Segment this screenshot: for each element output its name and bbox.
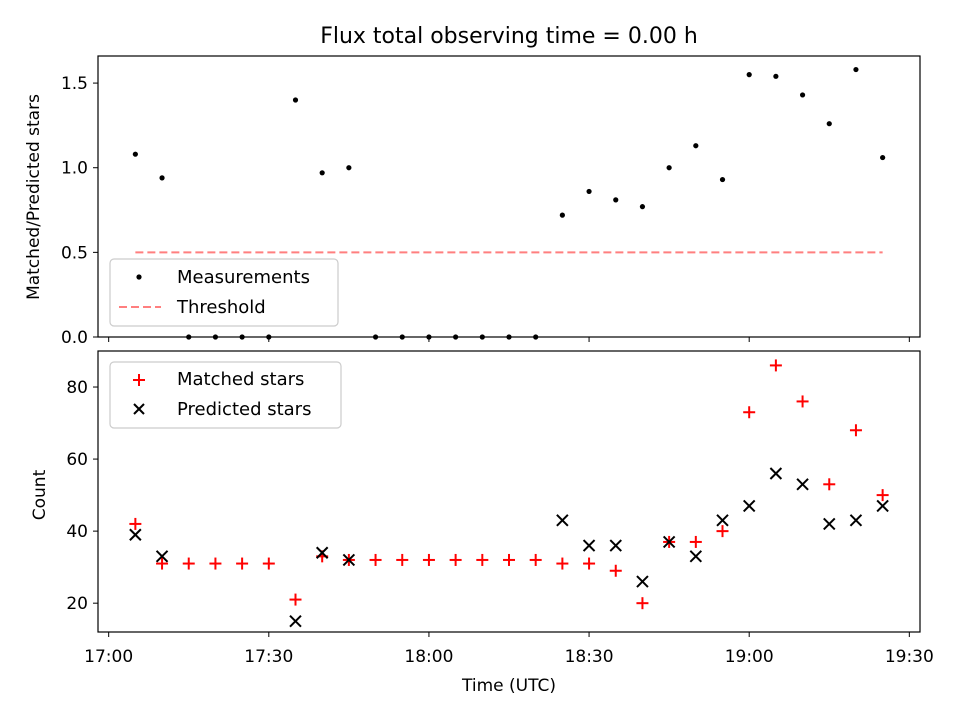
measurements-point xyxy=(346,165,352,171)
predicted-stars-point xyxy=(155,550,169,563)
matched-stars-point xyxy=(743,406,756,419)
x-axis-label: Time (UTC) xyxy=(461,676,556,696)
matched-stars-point xyxy=(449,553,462,566)
top-plot-area: 0.0 0.5 1.0 1.5 xyxy=(61,55,921,348)
predicted-stars-point xyxy=(662,535,676,549)
measurements-point xyxy=(773,73,779,79)
top-axes-frame xyxy=(97,55,921,338)
matched-stars-point xyxy=(796,395,809,408)
matched-stars-point xyxy=(422,553,435,566)
matched-stars-point xyxy=(156,557,169,570)
measurements-point xyxy=(639,204,646,210)
predicted-stars-point xyxy=(582,539,596,552)
matched-stars-point xyxy=(209,557,222,570)
predicted-stars-point xyxy=(289,614,302,628)
matched-stars-point xyxy=(369,553,382,566)
measurements-point xyxy=(853,66,859,73)
top-y-axis-label: Matched/Predicted stars xyxy=(24,94,44,300)
predicted-stars-point xyxy=(689,550,703,563)
top-panel-title: Flux total observing time = 0.00 h xyxy=(320,24,698,49)
legend-predicted-stars-marker xyxy=(133,403,145,415)
predicted-stars-point xyxy=(796,478,809,491)
matched-stars-point xyxy=(476,553,489,566)
matched-stars-point xyxy=(823,478,836,491)
measurements-point xyxy=(799,92,806,98)
bottom-y-tick-label: 60 xyxy=(66,450,88,470)
measurements-point xyxy=(132,151,138,157)
matched-stars-point xyxy=(396,553,409,566)
x-tick-label: 19:00 xyxy=(725,647,774,667)
predicted-stars-point xyxy=(823,517,836,531)
matched-stars-point xyxy=(289,593,302,606)
predicted-stars-point xyxy=(609,539,622,552)
measurements-point xyxy=(880,154,886,161)
measurements-point xyxy=(292,97,299,103)
top-legend: Measurements Threshold xyxy=(109,258,339,327)
top-legend-box xyxy=(109,258,339,327)
matched-stars-point xyxy=(716,525,729,538)
matched-stars-point xyxy=(609,564,622,577)
measurements-point xyxy=(826,121,832,127)
bottom-y-axis-label: Count xyxy=(30,469,50,520)
predicted-stars-point xyxy=(556,514,569,527)
top-panel: Flux total observing time = 0.00 h 0.00.… xyxy=(24,24,921,348)
x-tick-label: 17:30 xyxy=(244,647,293,667)
bottom-panel: 17:00 17:30 18:00 18:30 19:00 19:30 20 40 60 80 C… xyxy=(30,350,934,696)
bottom-y-tick-label: 40 xyxy=(66,522,88,542)
legend-predicted-stars-label: Predicted stars xyxy=(177,399,311,420)
matched-stars-point xyxy=(236,557,249,570)
matched-stars-point xyxy=(769,359,782,372)
measurements-point xyxy=(559,212,565,218)
matched-stars-point xyxy=(503,553,515,566)
x-tick-label: 18:30 xyxy=(565,647,614,667)
matched-stars-point xyxy=(262,557,275,570)
matched-stars-point xyxy=(556,557,569,570)
legend-threshold-label: Threshold xyxy=(176,297,266,318)
top-y-tick-label: 1.5 xyxy=(61,74,88,94)
measurements-point xyxy=(693,143,699,149)
measurements-point xyxy=(746,72,752,78)
x-tick-label: 19:30 xyxy=(885,647,934,667)
top-y-tick-label: 1.0 xyxy=(61,159,88,179)
predicted-stars-point xyxy=(876,499,889,513)
matched-stars-point xyxy=(182,557,195,570)
predicted-stars-point xyxy=(315,546,329,559)
predicted-stars-point xyxy=(129,528,142,541)
matched-stars-point xyxy=(636,597,649,610)
measurements-point xyxy=(319,170,325,176)
predicted-stars-point xyxy=(716,514,729,527)
matched-stars-point xyxy=(583,557,596,570)
measurements-point xyxy=(586,188,592,195)
legend-matched-stars-label: Matched stars xyxy=(177,369,304,390)
top-y-tick-label: 0.5 xyxy=(61,243,88,263)
measurements-point xyxy=(719,176,726,183)
predicted-stars-point xyxy=(636,575,649,588)
predicted-stars-point xyxy=(342,553,356,567)
matched-stars-point xyxy=(849,424,862,437)
x-tick-label: 18:00 xyxy=(404,647,453,667)
x-tick-label: 17:00 xyxy=(84,647,133,667)
matched-stars-point xyxy=(689,535,702,548)
measurements-point xyxy=(613,197,619,203)
bottom-y-tick-label: 20 xyxy=(66,594,88,614)
legend-measurements-marker xyxy=(136,274,142,280)
predicted-stars-point xyxy=(769,467,783,480)
bottom-plot-area: 17:00 17:30 18:00 18:30 19:00 19:30 20 40 60 80 xyxy=(66,350,934,667)
bottom-axes-frame xyxy=(97,350,921,633)
measurements-point xyxy=(666,165,672,171)
bottom-legend: Matched stars Predicted stars xyxy=(109,361,342,429)
legend-measurements-label: Measurements xyxy=(177,267,310,288)
legend-matched-stars-marker xyxy=(133,374,145,386)
matched-stars-point xyxy=(529,553,542,566)
measurements-point xyxy=(159,175,165,181)
top-y-tick-label: 0.0 xyxy=(61,328,88,348)
bottom-y-tick-label: 80 xyxy=(66,378,88,398)
matched-stars-point xyxy=(129,517,142,530)
predicted-stars-point xyxy=(742,499,756,513)
matched-stars-point xyxy=(876,489,889,502)
bottom-legend-box xyxy=(109,361,342,429)
predicted-stars-point xyxy=(849,514,863,527)
